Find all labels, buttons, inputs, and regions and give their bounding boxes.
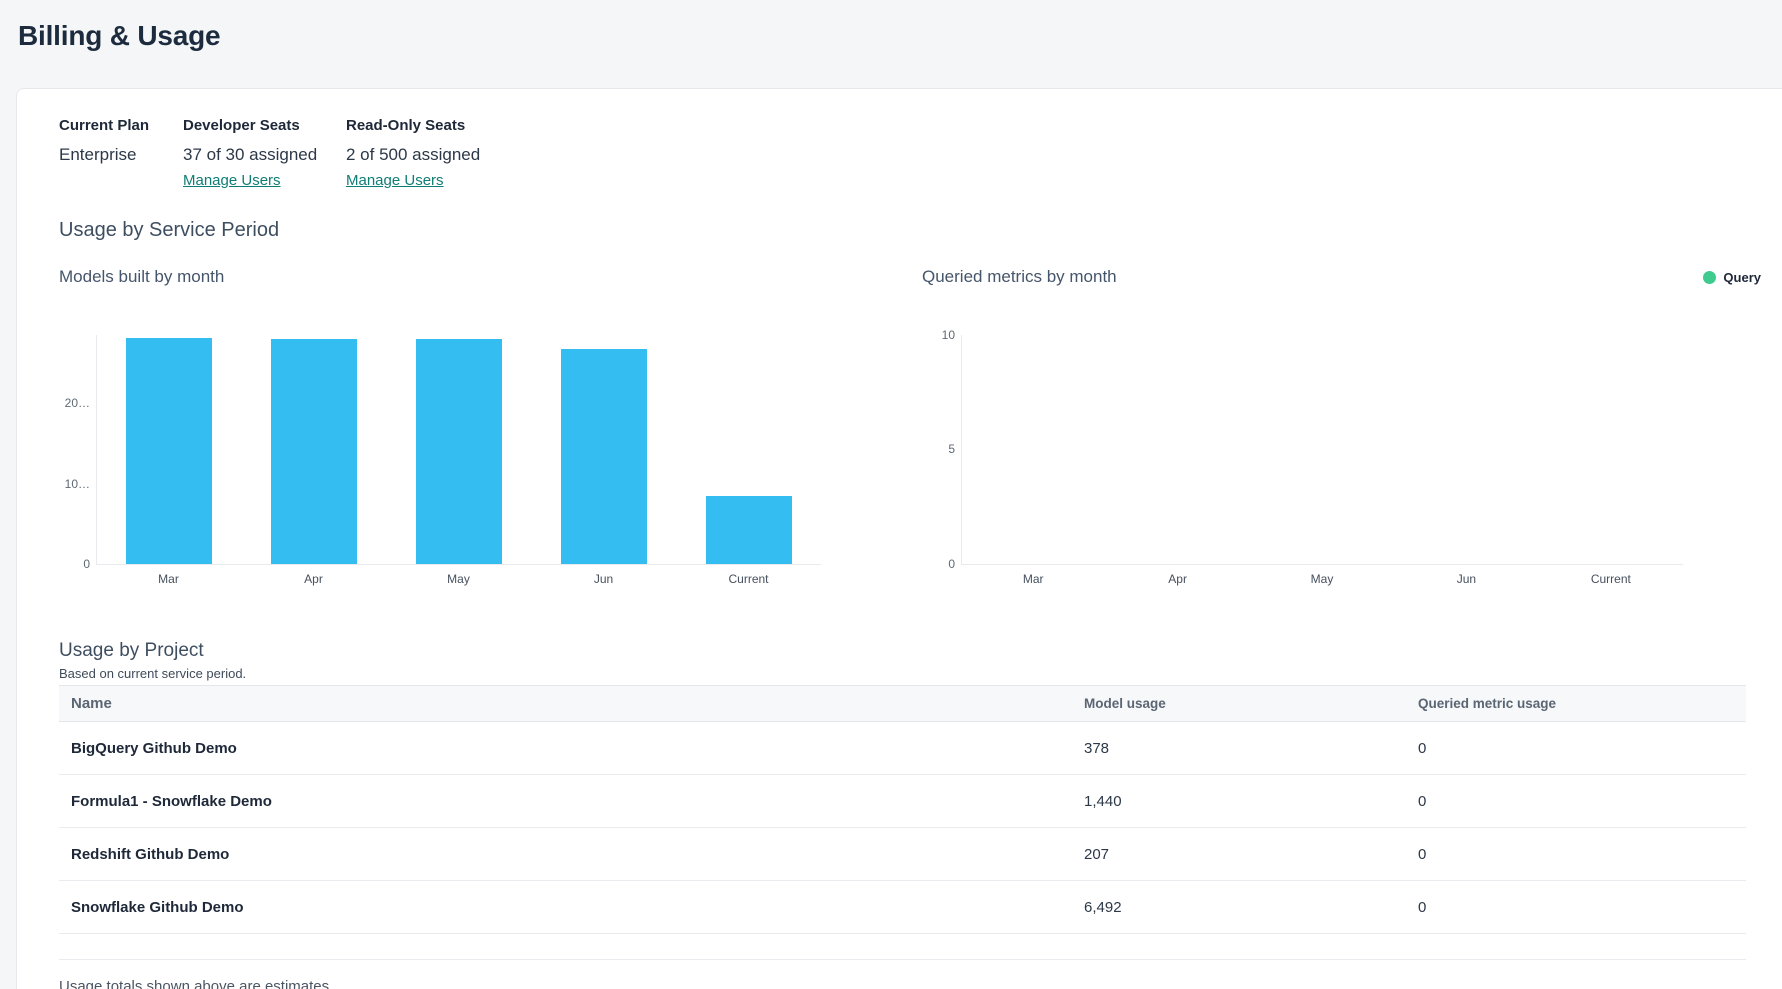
x-axis-label: Current <box>728 572 769 586</box>
charts-row: Models built by month 0 10… 20… Mar Apr May J… <box>59 266 1761 587</box>
readonly-seats-column: Read-Only Seats 2 of 500 assigned Manage… <box>346 116 480 190</box>
project-name-cell: Formula1 - Snowflake Demo <box>71 792 272 810</box>
chart-plot-area: 0 10… 20… <box>65 335 821 570</box>
x-axis-label: Apr <box>304 572 323 586</box>
usage-by-service-period-heading: Usage by Service Period <box>59 219 280 241</box>
chart-models-built-by-month: Models built by month 0 10… 20… Mar Apr May J… <box>59 266 922 587</box>
table-row: Snowflake Github Demo 6,492 0 <box>59 881 1746 934</box>
page-title: Billing & Usage <box>18 20 221 51</box>
bar <box>705 496 792 564</box>
chart-queried-metrics-by-month: Queried metrics by month Query 0 5 10 Mar A… <box>922 266 1761 587</box>
bar-slot <box>97 335 242 564</box>
chart-x-axis-labels: Mar Apr May Jun Current <box>96 572 821 587</box>
developer-seats-column: Developer Seats 37 of 30 assigned Manage… <box>183 116 346 190</box>
legend-label: Query <box>1723 269 1761 285</box>
billing-card-content: Current Plan Enterprise Developer Seats … <box>17 89 1782 989</box>
y-axis-tick: 10… <box>64 477 90 491</box>
table-row: BigQuery Github Demo 378 0 <box>59 722 1746 775</box>
y-axis-tick: 20… <box>64 396 90 410</box>
readonly-seats-label: Read-Only Seats <box>346 117 466 134</box>
bar-slot <box>1106 335 1250 564</box>
x-axis-label: Jun <box>1456 572 1477 586</box>
developer-seats-value: 37 of 30 assigned <box>183 145 318 164</box>
table-row: Redshift Github Demo 207 0 <box>59 828 1746 881</box>
table-header-row: Name Model usage Queried metric usage <box>59 686 1746 722</box>
chart-bars <box>962 335 1683 564</box>
model-usage-cell: 378 <box>1084 739 1110 757</box>
queried-metric-usage-cell: 0 <box>1418 792 1427 810</box>
y-axis-tick: 10 <box>941 328 955 342</box>
chart-title-models-built: Models built by month <box>59 267 225 286</box>
table-empty-row <box>59 934 1746 960</box>
column-header-queried-metric-usage: Queried metric usage <box>1418 696 1557 711</box>
current-plan-column: Current Plan Enterprise <box>59 116 183 190</box>
column-header-name: Name <box>71 695 112 712</box>
bar-slot <box>676 335 821 564</box>
chart-x-axis-labels: Mar Apr May Jun Current <box>961 572 1683 587</box>
bar <box>415 339 502 564</box>
model-usage-cell: 1,440 <box>1084 792 1122 810</box>
bar-slot <box>1539 335 1683 564</box>
column-header-model-usage: Model usage <box>1084 696 1166 711</box>
x-axis-label: May <box>447 572 470 586</box>
x-axis-label: Jun <box>593 572 614 586</box>
x-axis-label: Mar <box>1022 572 1044 586</box>
queried-metric-usage-cell: 0 <box>1418 898 1427 916</box>
bar-slot <box>1250 335 1394 564</box>
x-axis-label: May <box>1310 572 1334 586</box>
queried-metric-usage-cell: 0 <box>1418 845 1427 863</box>
project-name-cell: Snowflake Github Demo <box>71 898 244 916</box>
current-plan-value: Enterprise <box>59 145 137 164</box>
chart-title-queried-metrics: Queried metrics by month <box>922 267 1117 286</box>
developer-seats-label: Developer Seats <box>183 117 300 134</box>
bar-slot <box>387 335 532 564</box>
bar-slot <box>242 335 387 564</box>
legend-dot-icon <box>1703 270 1717 284</box>
manage-users-link-developer[interactable]: Manage Users <box>183 172 281 189</box>
model-usage-cell: 207 <box>1084 845 1110 863</box>
current-plan-label: Current Plan <box>59 117 150 134</box>
bar <box>271 339 358 564</box>
x-axis-label: Mar <box>158 572 179 586</box>
x-axis-label: Current <box>1590 572 1631 586</box>
usage-footnote: Usage totals shown above are estimates. <box>59 978 334 989</box>
bar-slot <box>1395 335 1539 564</box>
y-axis-tick: 0 <box>948 557 955 571</box>
chart-plot-area: 0 5 10 <box>942 329 1683 570</box>
queried-metric-usage-cell: 0 <box>1418 739 1427 757</box>
x-axis-label: Apr <box>1168 572 1187 586</box>
manage-users-link-readonly[interactable]: Manage Users <box>346 172 444 189</box>
table-row: Formula1 - Snowflake Demo 1,440 0 <box>59 775 1746 828</box>
bar-slot <box>531 335 676 564</box>
usage-by-project-heading: Usage by Project <box>59 640 204 661</box>
plan-summary: Current Plan Enterprise Developer Seats … <box>59 116 1761 190</box>
usage-by-project-table: Name Model usage Queried metric usage Bi… <box>59 685 1746 960</box>
readonly-seats-value: 2 of 500 assigned <box>346 145 481 164</box>
bar <box>126 338 213 564</box>
model-usage-cell: 6,492 <box>1084 898 1122 916</box>
bar-slot <box>962 335 1106 564</box>
chart-legend: Query <box>1703 270 1761 285</box>
y-axis-tick: 5 <box>948 442 955 456</box>
bar <box>560 349 647 564</box>
project-name-cell: Redshift Github Demo <box>71 845 230 863</box>
project-name-cell: BigQuery Github Demo <box>71 739 237 757</box>
y-axis-tick: 0 <box>83 557 90 571</box>
chart-bars <box>97 335 821 564</box>
billing-card: Current Plan Enterprise Developer Seats … <box>16 88 1782 989</box>
page-header: Billing & Usage <box>0 0 1782 52</box>
usage-by-project-subheading: Based on current service period. <box>59 666 247 681</box>
